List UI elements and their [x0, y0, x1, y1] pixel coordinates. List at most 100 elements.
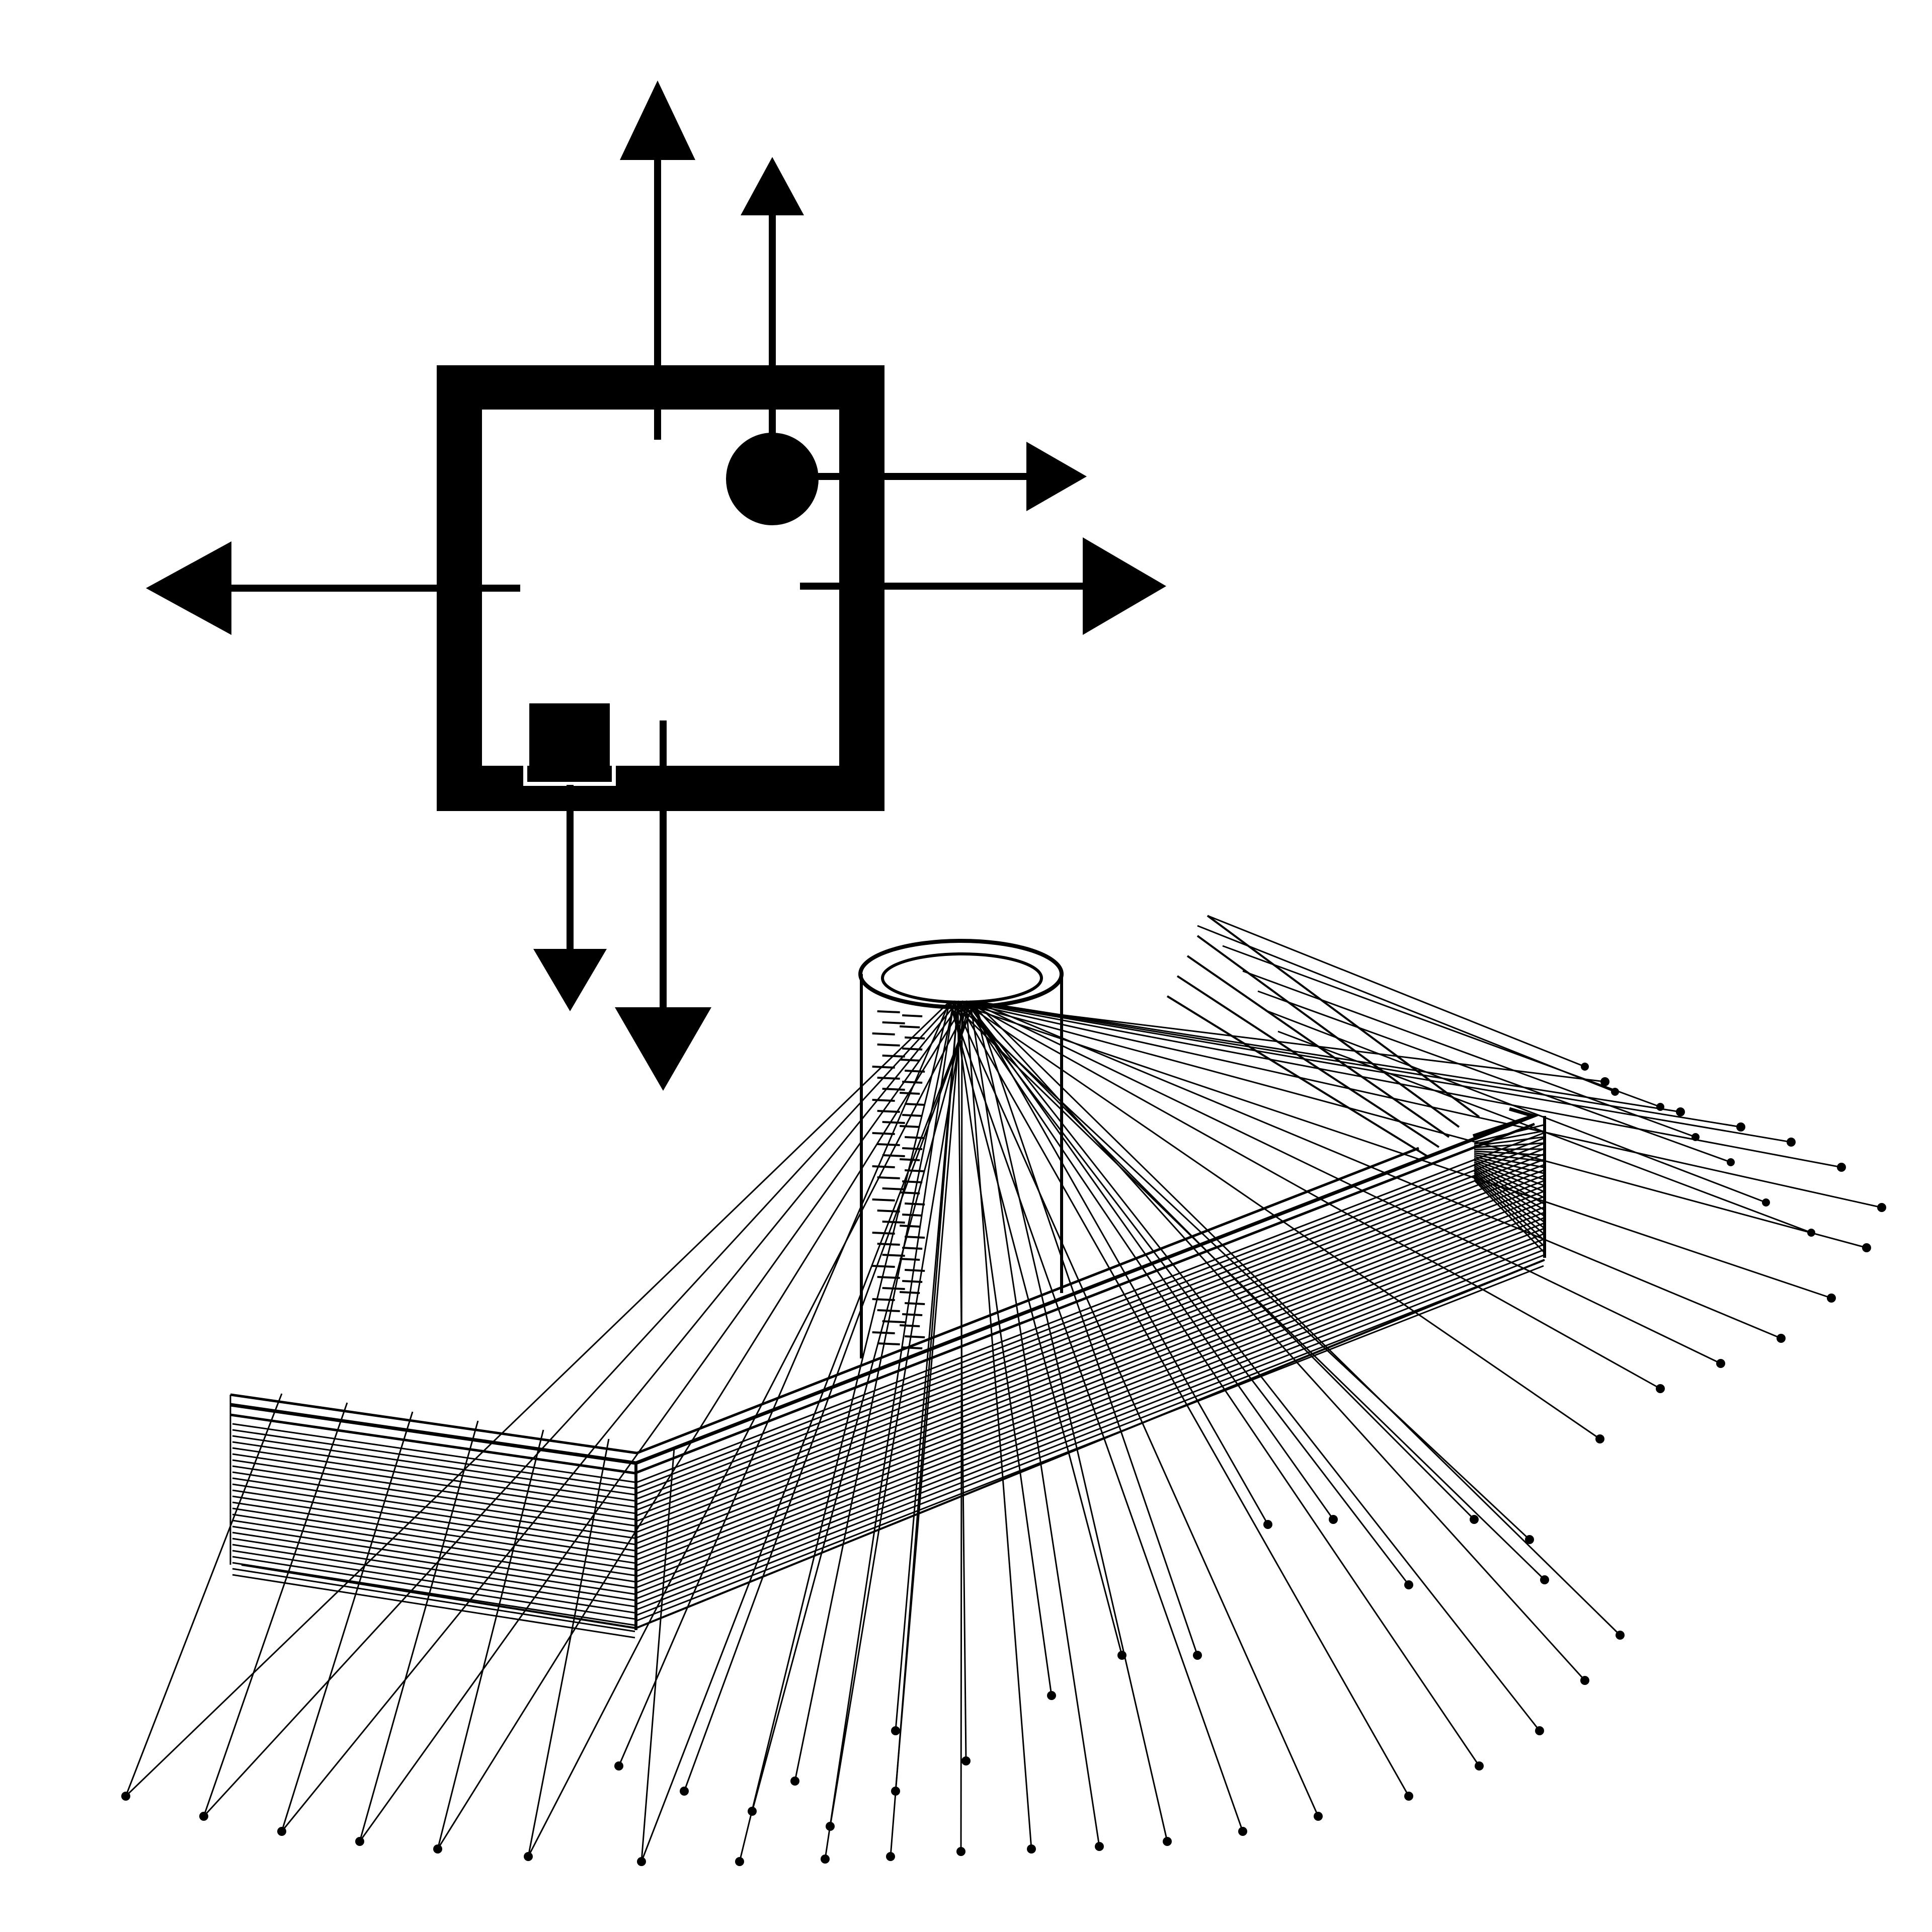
- wall-back-arm: [1166, 915, 1480, 1158]
- wall-hatch-line: [232, 1532, 635, 1595]
- ground-dot: [1762, 1198, 1770, 1206]
- column-shade-dash: [902, 1247, 923, 1250]
- wall-hatch-line: [636, 1185, 1544, 1539]
- radiating-line: [794, 1001, 955, 1782]
- wall-hatch-line: [232, 1465, 635, 1527]
- arrow-left: [146, 541, 520, 635]
- radiating-line: [895, 1001, 963, 1792]
- wall-hatch-line: [1474, 1168, 1544, 1217]
- radiating-line: [969, 1001, 1100, 1847]
- wall-hatch-line: [636, 1260, 1544, 1616]
- ground-dot: [1600, 1077, 1609, 1086]
- ground-dot: [1827, 1294, 1836, 1303]
- ground-dot: [1475, 1761, 1484, 1770]
- wall-hatch-line: [232, 1568, 635, 1633]
- radiating-line: [969, 1000, 1586, 1681]
- wall-hatch-line: [636, 1254, 1544, 1611]
- arrow-down-right: [615, 720, 711, 1091]
- ground-dot: [524, 1852, 533, 1861]
- wall-hatch-line: [232, 1519, 635, 1583]
- radiating-line: [125, 1000, 951, 1797]
- square-room-wall: [437, 365, 884, 811]
- wall-hatch-line: [232, 1513, 635, 1576]
- ground-dot: [1193, 1651, 1202, 1660]
- wall-hatch-line: [232, 1459, 635, 1520]
- ground-dot: [748, 1807, 757, 1816]
- radiating-line: [739, 1001, 951, 1862]
- ground-dot: [680, 1787, 689, 1796]
- radiating-line: [961, 1001, 1410, 1585]
- wall-hatch-line: [232, 1423, 635, 1483]
- column-shade-dash: [872, 1331, 895, 1334]
- radiating-line: [1222, 945, 1661, 1108]
- wall-hatch-line: [232, 1507, 635, 1570]
- radiating-line: [949, 1000, 1605, 1083]
- column-shade-dash: [882, 1021, 905, 1024]
- radiating-line: [949, 1001, 1244, 1832]
- wall-hatch-line: [1474, 1154, 1544, 1168]
- radiating-line: [973, 1000, 1621, 1636]
- ground-dot: [199, 1812, 208, 1821]
- ground-dots: [121, 1063, 1886, 1866]
- radiating-line: [751, 1001, 971, 1812]
- wall-hatch-line: [636, 1249, 1544, 1605]
- radiating-line: [965, 1000, 1661, 1390]
- ground-dot: [1535, 1726, 1544, 1735]
- wall-hatch-line: [232, 1471, 635, 1533]
- radiating-line: [829, 1001, 967, 1827]
- wall-hatch-line: [636, 1206, 1544, 1561]
- wall-hatch-line: [1474, 1170, 1544, 1223]
- column-shade-dash: [877, 1342, 900, 1345]
- column-shade-dash: [872, 1265, 895, 1268]
- ground-dot: [1117, 1651, 1126, 1660]
- ground-dot: [614, 1761, 623, 1770]
- ground-dot: [891, 1726, 900, 1735]
- radiating-line: [1207, 915, 1585, 1068]
- column-shade-dash: [905, 1036, 925, 1039]
- wall-ground-edge: [241, 1259, 1545, 1630]
- radiating-line: [961, 1000, 1600, 1440]
- wall-hatch-line: [232, 1441, 635, 1502]
- wall-hatch-line: [232, 1525, 635, 1589]
- ground-dot: [1314, 1812, 1323, 1821]
- ground-dot: [1736, 1122, 1745, 1132]
- radiating-line: [957, 1000, 1882, 1209]
- column-shade-dash: [900, 1025, 920, 1028]
- radiating-line: [1277, 1030, 1812, 1234]
- wall-hatch-line: [232, 1447, 635, 1508]
- radiating-line: [969, 1001, 1269, 1525]
- radiating-line: [970, 1000, 1741, 1128]
- radiating-line: [961, 1001, 1480, 1766]
- wall-hatch-line: [232, 1501, 635, 1564]
- ground-dot: [1027, 1844, 1036, 1854]
- wall-hatch-line: [1474, 1174, 1544, 1235]
- radiating-line: [974, 1000, 1782, 1339]
- ground-dot: [1404, 1792, 1413, 1801]
- radiating-line: [973, 1001, 1198, 1656]
- wall-hatch-line: [232, 1435, 635, 1496]
- radiating-line: [973, 1001, 1168, 1842]
- wall-hatch-line: [636, 1169, 1544, 1522]
- wall-hatch-line: [1474, 1156, 1544, 1174]
- radiating-line: [824, 1001, 955, 1860]
- ground-dot: [1540, 1575, 1549, 1584]
- ground-dot: [1581, 1063, 1589, 1071]
- ground-dot: [1807, 1229, 1815, 1237]
- radiating-line: [957, 1001, 1410, 1797]
- radiating-line: [960, 1001, 963, 1852]
- ground-dot: [355, 1837, 364, 1846]
- wall-hatch-line: [636, 1233, 1544, 1588]
- ground-dot: [1676, 1107, 1685, 1116]
- radiating-line: [957, 1001, 967, 1761]
- column-shade-dash: [877, 1176, 900, 1179]
- wall-hatch-line: [636, 1238, 1544, 1594]
- ground-dot: [1263, 1520, 1272, 1529]
- wall-hatch-line: [232, 1550, 635, 1614]
- perspective-drawing: [121, 915, 1886, 1866]
- radiating-line: [359, 1420, 479, 1842]
- radiating-line: [953, 1001, 1319, 1817]
- column-shade-dash: [902, 1313, 923, 1316]
- wall-hatch-line: [1474, 1163, 1544, 1198]
- column-shade-dash: [872, 1198, 895, 1201]
